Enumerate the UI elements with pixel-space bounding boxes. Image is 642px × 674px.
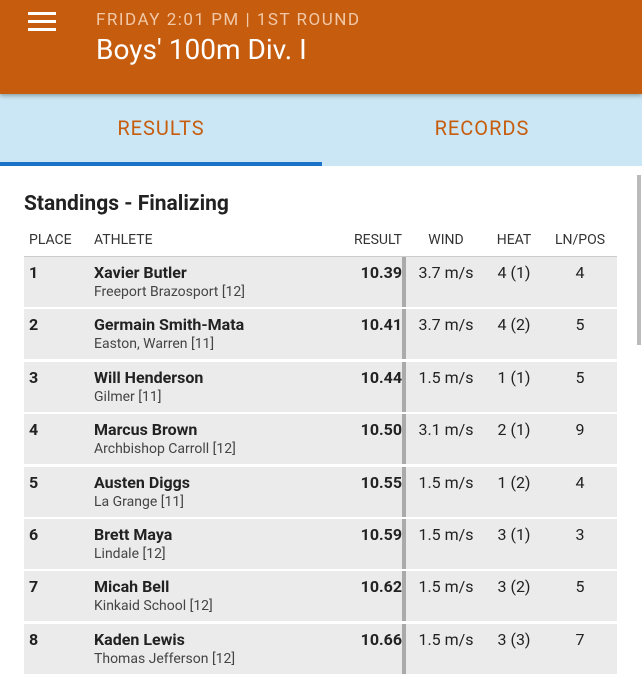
lane: 5 [575,315,585,335]
result-divider [402,309,406,360]
athlete-name: Kaden Lewis [94,629,185,649]
athlete-name: Micah Bell [94,577,170,597]
result-row[interactable] [24,571,617,622]
heat: 2 (1) [497,420,531,440]
result: 10.44 [360,367,402,387]
result-divider [402,414,406,465]
school: Lindale [12] [94,546,166,562]
heat: 3 (3) [497,629,531,649]
result: 10.50 [360,420,402,440]
heat: 1 (2) [497,472,531,492]
lane: 4 [575,263,585,282]
result: 10.62 [360,577,402,597]
divider [24,256,617,257]
app-header: FRIDAY 2:01 PM | 1ST ROUND Boys' 100m Di… [0,0,642,94]
school: Easton, Warren [11] [94,336,215,353]
result-divider [402,361,406,412]
column-header: RESULT [354,232,402,248]
scrollbar [637,175,641,345]
lane: 3 [575,525,585,544]
result-divider [402,466,406,517]
heat: 4 (2) [497,315,531,335]
result-divider [402,257,406,307]
result-row[interactable] [24,466,617,517]
tab-bar: RESULTS RECORDS [0,94,642,166]
lane: 7 [575,629,585,649]
place: 3 [29,367,39,387]
result-divider [402,623,406,674]
column-header: LN/POS [554,232,606,248]
subtitle: FRIDAY 2:01 PM | 1ST ROUND [96,10,361,30]
result-row[interactable] [24,257,617,307]
school: Kinkaid School [12] [94,598,213,615]
place: 7 [29,577,39,597]
wind: 1.5 m/s [418,629,474,649]
column-header: PLACE [29,232,72,248]
result-row[interactable] [24,519,617,569]
wind: 1.5 m/s [418,525,474,544]
result: 10.59 [360,525,402,544]
menu-button[interactable] [28,12,56,32]
lane: 9 [575,420,585,440]
school: Gilmer [11] [94,388,162,405]
lane: 5 [575,577,585,597]
result: 10.39 [360,263,402,282]
wind: 1.5 m/s [418,577,474,597]
school: Archbishop Carroll [12] [94,441,236,458]
result: 10.55 [360,472,402,492]
heat: 1 (1) [497,367,531,387]
place: 1 [29,263,39,282]
result: 10.41 [360,315,402,335]
result: 10.66 [360,629,402,649]
section-title: Standings - Finalizing [24,192,229,216]
heat: 3 (2) [497,577,531,597]
result-row[interactable] [24,414,617,465]
place: 2 [29,315,39,335]
heat: 4 (1) [497,263,531,282]
athlete-name: Marcus Brown [94,420,198,440]
school: Freeport Brazosport [12] [94,284,246,300]
tab-indicator [0,162,322,166]
wind: 1.5 m/s [418,367,474,387]
tab[interactable]: RESULTS [117,116,205,140]
wind: 3.7 m/s [418,315,474,335]
school: Thomas Jefferson [12] [94,650,236,667]
wind: 3.7 m/s [418,263,474,282]
tab[interactable]: RECORDS [434,116,530,140]
lane: 5 [575,367,585,387]
result-row[interactable] [24,361,617,412]
athlete-name: Xavier Butler [94,263,187,282]
lane: 4 [575,472,585,492]
title: Boys' 100m Div. I [96,33,307,66]
athlete-name: Austen Diggs [94,472,190,492]
school: La Grange [11] [94,493,184,510]
place: 5 [29,472,39,492]
column-header: ATHLETE [94,232,153,248]
heat: 3 (1) [497,525,531,544]
athlete-name: Germain Smith-Mata [94,315,245,335]
result-divider [402,571,406,622]
wind: 1.5 m/s [418,472,474,492]
place: 8 [29,629,39,649]
place: 4 [29,420,39,440]
result-row[interactable] [24,623,617,674]
wind: 3.1 m/s [418,420,474,440]
athlete-name: Will Henderson [94,367,204,387]
athlete-name: Brett Maya [94,525,173,544]
column-header: HEAT [496,232,532,248]
result-row[interactable] [24,309,617,360]
place: 6 [29,525,39,544]
result-divider [402,519,406,569]
column-header: WIND [428,232,464,248]
